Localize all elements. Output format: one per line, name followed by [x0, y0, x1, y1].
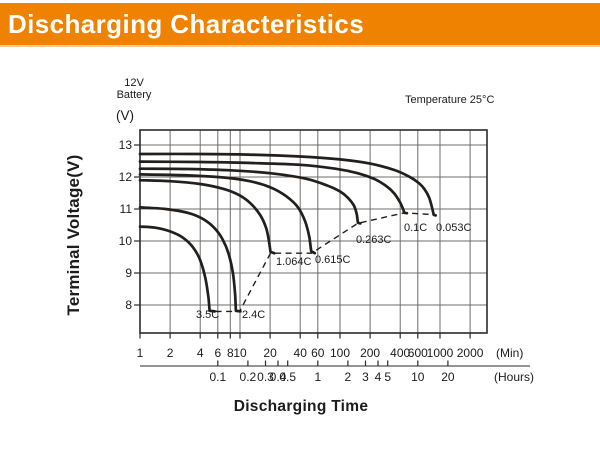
x-tick-label-minutes: 2000: [457, 346, 484, 360]
battery-voltage-text: 12V: [124, 77, 144, 89]
curve-1.064C: [138, 178, 276, 255]
curve-label-0.053C: 0.053C: [436, 222, 472, 234]
y-tick-label: 12: [119, 170, 133, 184]
curve-label-0.1C: 0.1C: [404, 222, 427, 234]
x-tick-label-minutes: 4: [197, 346, 204, 360]
curve-0.615C: [138, 173, 317, 255]
x-tick-label-hours: 0.4: [270, 370, 287, 384]
y-tick-label: 13: [119, 138, 133, 152]
x-tick-label-hours: 20: [441, 370, 455, 384]
curve-2.4C: [138, 206, 242, 313]
temperature-label: Temperature 25°C: [405, 94, 495, 106]
x-tick-label-hours: 10: [411, 370, 425, 384]
y-tick-label: 8: [125, 298, 132, 312]
x-tick-label-minutes: 1: [137, 346, 144, 360]
curve-label-2.4C: 2.4C: [242, 309, 265, 321]
x-axis-title: Discharging Time: [233, 398, 369, 415]
curve-label-0.615C: 0.615C: [315, 254, 351, 266]
x-tick-label-hours: 0.5: [279, 370, 296, 384]
battery-type-label: 12V Battery: [110, 77, 158, 101]
plot-border: [139, 129, 488, 334]
x-tick-label-hours: 0.2: [240, 370, 257, 384]
x-tick-label-minutes: 100: [330, 346, 350, 360]
x-tick-label-minutes: 40: [294, 346, 308, 360]
y-axis-title: Terminal Voltage(V): [64, 154, 83, 316]
x-tick-label-minutes: 1000: [427, 346, 454, 360]
curve-0.263C: [138, 167, 362, 225]
curve-0.1C: [138, 160, 409, 215]
x-tick-label-minutes: 10: [233, 346, 247, 360]
x-tick-label-hours: 3: [362, 370, 369, 384]
minutes-unit-label: (Min): [496, 346, 523, 360]
x-tick-label-minutes: 400: [390, 346, 410, 360]
x-tick-label-minutes: 6: [214, 346, 221, 360]
x-tick-label-minutes: 600: [408, 346, 428, 360]
curve-3.5C: [138, 225, 217, 313]
x-tick-label-hours: 0.1: [209, 370, 226, 384]
curve-label-3.5C: 3.5C: [196, 309, 219, 321]
y-tick-label: 11: [120, 202, 133, 216]
curve-0.053C: [138, 152, 438, 217]
x-tick-label-minutes: 60: [311, 346, 325, 360]
x-tick-label-hours: 2: [345, 370, 352, 384]
y-tick-label: 9: [125, 266, 132, 280]
battery-word-text: Battery: [116, 89, 152, 101]
hours-unit-label: (Hours): [494, 370, 534, 384]
voltage-unit-label: (V): [116, 108, 134, 123]
y-tick-label: 10: [119, 234, 133, 248]
x-tick-label-minutes: 2: [167, 346, 174, 360]
page-title: Discharging Characteristics: [8, 8, 365, 39]
x-tick-label-minutes: 8: [227, 346, 234, 360]
x-tick-label-hours: 0.3: [257, 370, 274, 384]
x-tick-label-hours: 4: [375, 370, 382, 384]
curve-label-1.064C: 1.064C: [276, 256, 312, 268]
x-tick-label-minutes: 20: [263, 346, 277, 360]
curve-label-0.263C: 0.263C: [356, 234, 392, 246]
x-tick-label-hours: 5: [384, 370, 391, 384]
x-tick-label-minutes: 200: [360, 346, 380, 360]
x-tick-label-hours: 1: [314, 370, 321, 384]
title-bar: Discharging Characteristics: [0, 3, 600, 47]
